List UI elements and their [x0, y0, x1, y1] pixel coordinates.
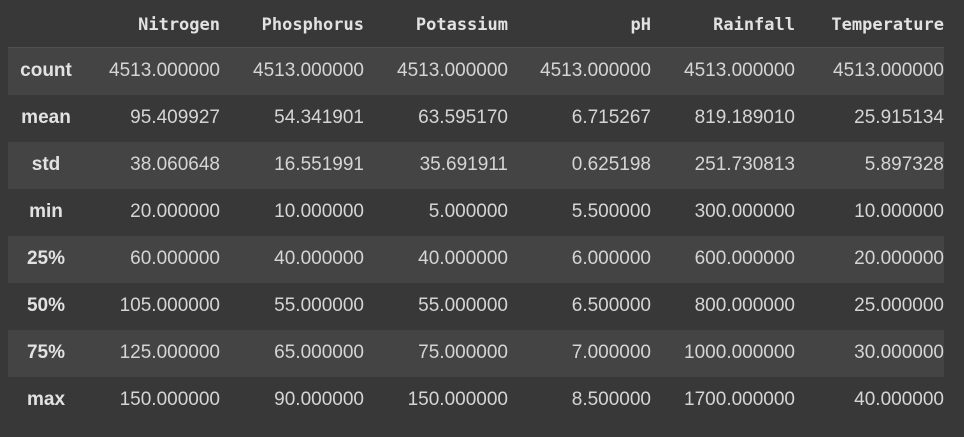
- table-cell: 55.000000: [418, 295, 508, 316]
- table-cell: 25.000000: [854, 295, 944, 316]
- table-cell: 10.000000: [854, 201, 944, 222]
- describe-table: Nitrogen Phosphorus Potassium pH Rainfal…: [8, 3, 944, 424]
- table-cell: 60.000000: [130, 248, 220, 269]
- column-header: Nitrogen: [84, 3, 220, 48]
- table-body: count 4513.000000 4513.000000 4513.00000…: [8, 47, 944, 424]
- table-cell: 4513.000000: [833, 60, 944, 82]
- table-cell: 819.189010: [694, 107, 795, 128]
- table-row: mean 95.409927 54.341901 63.595170 6.715…: [8, 94, 944, 142]
- table-cell: 150.000000: [407, 389, 508, 410]
- table-cell: 4513.000000: [684, 60, 795, 82]
- table-cell: 54.341901: [274, 107, 364, 128]
- column-header: Temperature: [795, 3, 944, 48]
- table-cell: 800.000000: [694, 295, 795, 316]
- table-cell: 6.715267: [571, 107, 651, 128]
- table-cell: 5.897328: [864, 154, 944, 175]
- table-row: count 4513.000000 4513.000000 4513.00000…: [8, 47, 944, 95]
- table-cell: 25.915134: [854, 107, 944, 128]
- table-cell: 125.000000: [119, 342, 220, 363]
- row-label: mean: [21, 107, 71, 128]
- table-row: 75% 125.000000 65.000000 75.000000 7.000…: [8, 329, 944, 377]
- table-cell: 75.000000: [418, 342, 508, 363]
- table-cell: 4513.000000: [253, 60, 364, 82]
- table-cell: 4513.000000: [397, 60, 508, 82]
- table-cell: 63.595170: [418, 107, 508, 128]
- table-header: Nitrogen Phosphorus Potassium pH Rainfal…: [8, 3, 944, 48]
- column-header: pH: [508, 3, 651, 48]
- column-header: Potassium: [364, 3, 508, 48]
- table-cell: 600.000000: [694, 248, 795, 269]
- table-cell: 8.500000: [571, 389, 651, 410]
- table-cell: 105.000000: [119, 295, 220, 316]
- row-label: min: [29, 201, 63, 222]
- row-label: 25%: [26, 248, 66, 269]
- table-cell: 20.000000: [854, 248, 944, 269]
- row-label: count: [20, 60, 72, 82]
- table-row: 25% 60.000000 40.000000 40.000000 6.0000…: [8, 235, 944, 283]
- table-cell: 4513.000000: [109, 60, 220, 82]
- table-cell: 4513.000000: [540, 60, 651, 82]
- table-cell: 5.500000: [571, 201, 651, 222]
- table-cell: 150.000000: [119, 389, 220, 410]
- table-cell: 40.000000: [854, 389, 944, 410]
- table-row: max 150.000000 90.000000 150.000000 8.50…: [8, 376, 944, 424]
- table-cell: 90.000000: [274, 389, 364, 410]
- table-row: min 20.000000 10.000000 5.000000 5.50000…: [8, 188, 944, 236]
- corner-cell: [8, 3, 84, 48]
- table-cell: 38.060648: [130, 154, 220, 175]
- row-label: std: [31, 154, 61, 175]
- table-cell: 5.000000: [428, 201, 508, 222]
- table-cell: 6.000000: [571, 248, 651, 269]
- header-row: Nitrogen Phosphorus Potassium pH Rainfal…: [8, 3, 944, 48]
- table-cell: 30.000000: [854, 342, 944, 363]
- table-cell: 55.000000: [274, 295, 364, 316]
- table-cell: 251.730813: [694, 154, 795, 175]
- table-cell: 7.000000: [571, 342, 651, 363]
- table-row: 50% 105.000000 55.000000 55.000000 6.500…: [8, 282, 944, 330]
- table-cell: 16.551991: [274, 154, 364, 175]
- table-cell: 35.691911: [419, 154, 508, 175]
- column-header: Rainfall: [651, 3, 795, 48]
- table-cell: 1700.000000: [684, 389, 795, 410]
- table-cell: 20.000000: [130, 201, 220, 222]
- column-header: Phosphorus: [220, 3, 364, 48]
- row-label: 75%: [26, 342, 66, 363]
- row-label: max: [26, 389, 66, 410]
- table-cell: 1000.000000: [684, 342, 795, 363]
- table-cell: 0.625198: [571, 154, 651, 175]
- table-cell: 300.000000: [694, 201, 795, 222]
- table-cell: 6.500000: [571, 295, 651, 316]
- table-cell: 40.000000: [418, 248, 508, 269]
- table-cell: 65.000000: [274, 342, 364, 363]
- row-label: 50%: [26, 295, 66, 316]
- table-cell: 40.000000: [274, 248, 364, 269]
- table-cell: 10.000000: [274, 201, 364, 222]
- table-row: std 38.060648 16.551991 35.691911 0.6251…: [8, 141, 944, 189]
- table-cell: 95.409927: [130, 107, 220, 128]
